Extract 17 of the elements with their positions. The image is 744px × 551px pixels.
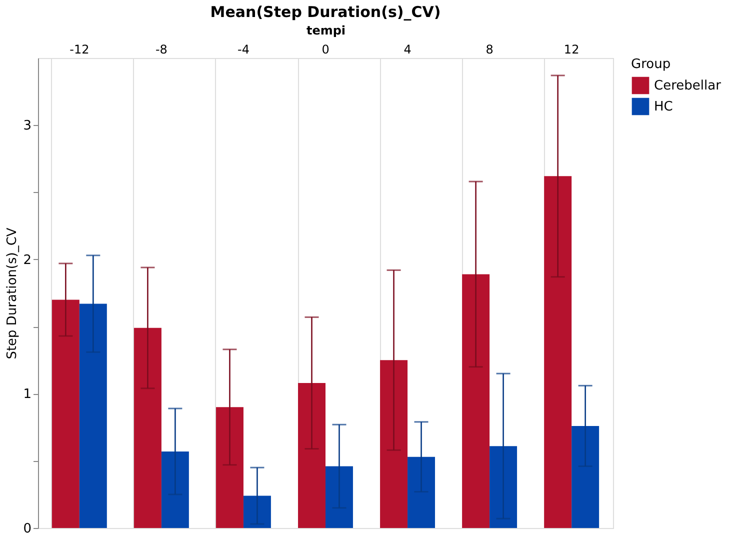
x-tick-label: -12: [70, 42, 90, 56]
x-tick-label: 4: [404, 42, 412, 56]
chart-title: Mean(Step Duration(s)_CV): [210, 3, 441, 21]
x-tick-label: 8: [486, 42, 494, 56]
x-tick-label: 12: [564, 42, 580, 56]
legend-title: Group: [631, 57, 671, 72]
y-axis-title: Step Duration(s)_CV: [5, 228, 20, 360]
y-tick-label: 2: [23, 252, 32, 268]
x-tick-label: 0: [322, 42, 330, 56]
x-axis-title: tempi: [306, 24, 346, 38]
y-tick-label: 0: [23, 522, 32, 536]
legend-label: Cerebellar: [654, 78, 722, 94]
y-tick-label: 3: [23, 118, 32, 134]
x-tick-label: -4: [237, 42, 250, 56]
x-tick-label: -8: [155, 42, 168, 56]
legend-label: HC: [654, 100, 673, 114]
y-tick-label: 1: [23, 387, 32, 402]
